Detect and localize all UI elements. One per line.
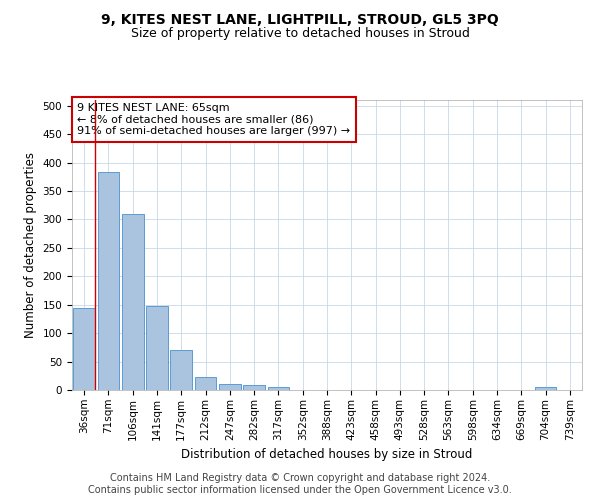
Bar [268,387,289,390]
Text: Contains HM Land Registry data © Crown copyright and database right 2024.
Contai: Contains HM Land Registry data © Crown c… [88,474,512,495]
Bar [535,387,556,390]
Text: 9 KITES NEST LANE: 65sqm
← 8% of detached houses are smaller (86)
91% of semi-de: 9 KITES NEST LANE: 65sqm ← 8% of detache… [77,103,350,136]
Bar [97,172,119,390]
X-axis label: Distribution of detached houses by size in Stroud: Distribution of detached houses by size … [181,448,473,461]
Bar [194,378,217,390]
Bar [146,306,168,390]
Bar [219,384,241,390]
Bar [170,350,192,390]
Text: 9, KITES NEST LANE, LIGHTPILL, STROUD, GL5 3PQ: 9, KITES NEST LANE, LIGHTPILL, STROUD, G… [101,12,499,26]
Text: Size of property relative to detached houses in Stroud: Size of property relative to detached ho… [131,28,469,40]
Bar [73,308,95,390]
Y-axis label: Number of detached properties: Number of detached properties [24,152,37,338]
Bar [122,214,143,390]
Bar [243,386,265,390]
